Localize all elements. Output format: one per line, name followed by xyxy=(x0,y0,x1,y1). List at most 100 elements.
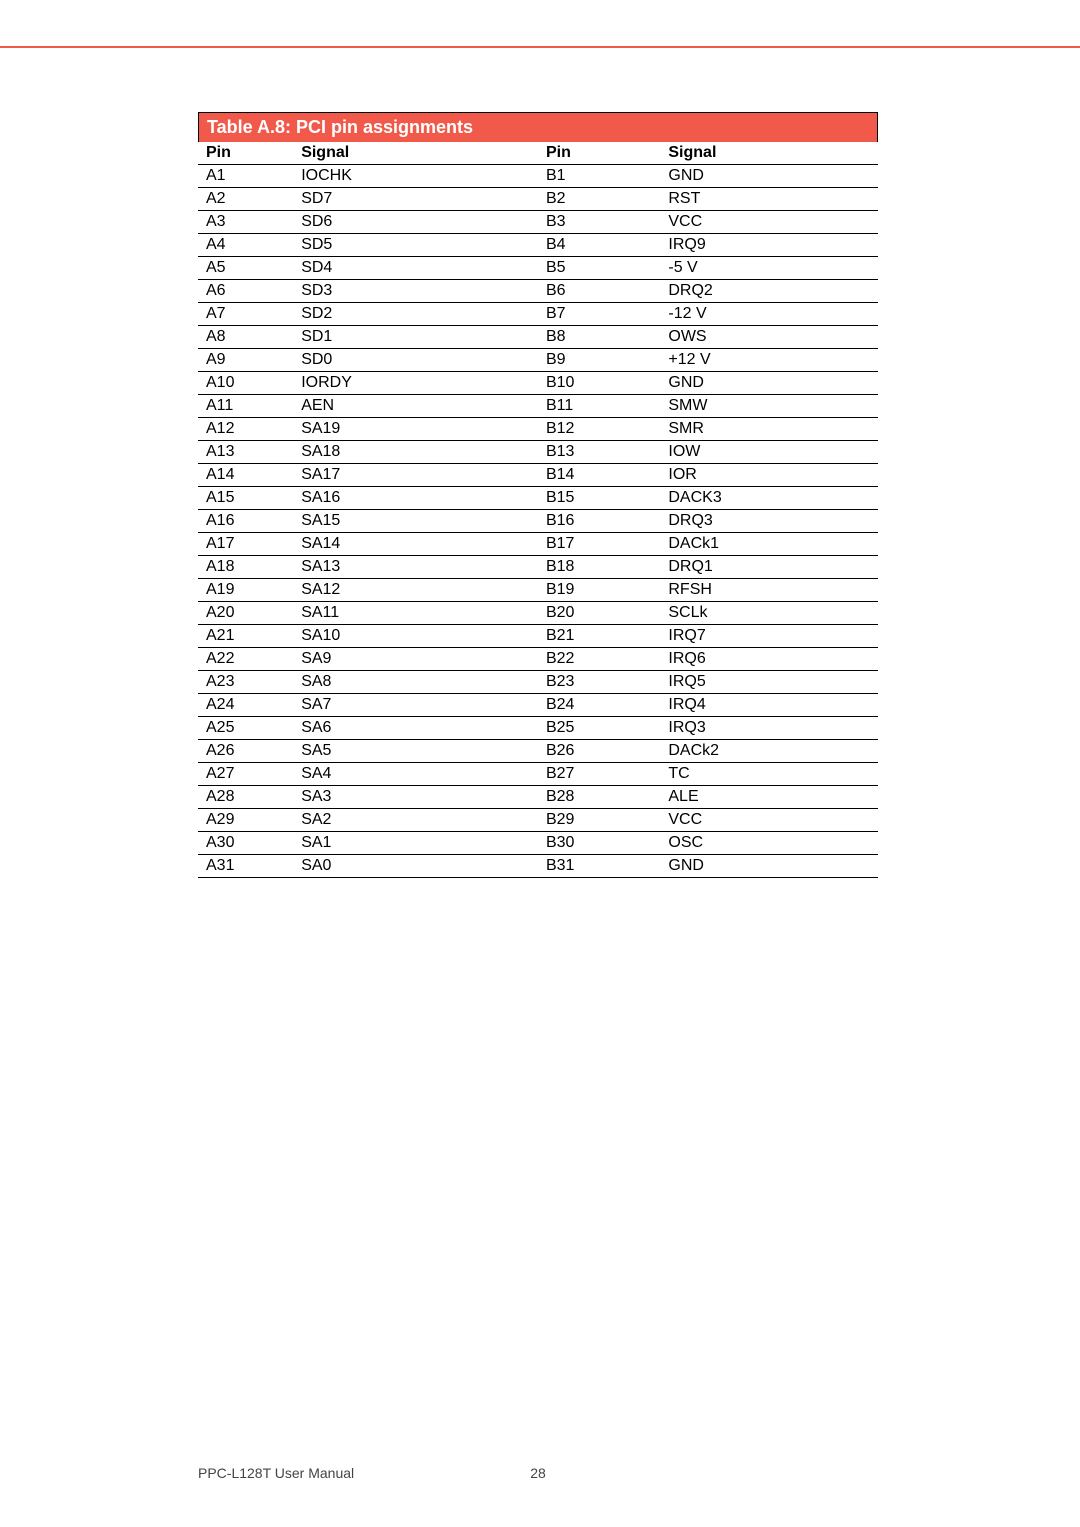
pin-assignment-table: Pin Signal Pin Signal A1IOCHKB1GNDA2SD7B… xyxy=(198,142,878,878)
table-cell: SA12 xyxy=(293,579,538,602)
table-cell: TC xyxy=(660,763,878,786)
table-cell: SA15 xyxy=(293,510,538,533)
table-cell: B7 xyxy=(538,303,660,326)
table-cell: DACK3 xyxy=(660,487,878,510)
table-cell: B1 xyxy=(538,165,660,188)
table-cell: SA4 xyxy=(293,763,538,786)
table-cell: RFSH xyxy=(660,579,878,602)
table-cell: A2 xyxy=(198,188,293,211)
table-cell: A1 xyxy=(198,165,293,188)
table-cell: SA11 xyxy=(293,602,538,625)
table-row: A30SA1B30OSC xyxy=(198,832,878,855)
table-cell: B2 xyxy=(538,188,660,211)
table-cell: IRQ3 xyxy=(660,717,878,740)
table-cell: A23 xyxy=(198,671,293,694)
table-row: A10IORDYB10GND xyxy=(198,372,878,395)
table-row: A6SD3B6DRQ2 xyxy=(198,280,878,303)
table-cell: SD3 xyxy=(293,280,538,303)
table-cell: SA2 xyxy=(293,809,538,832)
table-cell: A31 xyxy=(198,855,293,878)
table-cell: DRQ3 xyxy=(660,510,878,533)
col-header: Pin xyxy=(538,142,660,165)
table-cell: SD0 xyxy=(293,349,538,372)
table-row: A21SA10B21IRQ7 xyxy=(198,625,878,648)
table-cell: A20 xyxy=(198,602,293,625)
table-cell: B22 xyxy=(538,648,660,671)
table-row: A5SD4B5-5 V xyxy=(198,257,878,280)
table-cell: -5 V xyxy=(660,257,878,280)
table-cell: IOR xyxy=(660,464,878,487)
table-cell: A26 xyxy=(198,740,293,763)
table-cell: SA16 xyxy=(293,487,538,510)
table-row: A26SA5B26DACk2 xyxy=(198,740,878,763)
table-row: A18SA13B18DRQ1 xyxy=(198,556,878,579)
table-cell: IORDY xyxy=(293,372,538,395)
col-header: Pin xyxy=(198,142,293,165)
table-cell: SD7 xyxy=(293,188,538,211)
table-cell: A10 xyxy=(198,372,293,395)
table-cell: B17 xyxy=(538,533,660,556)
table-cell: SA10 xyxy=(293,625,538,648)
table-cell: A5 xyxy=(198,257,293,280)
table-cell: SA9 xyxy=(293,648,538,671)
table-cell: OWS xyxy=(660,326,878,349)
table-cell: B21 xyxy=(538,625,660,648)
table-cell: +12 V xyxy=(660,349,878,372)
table-row: A27SA4B27TC xyxy=(198,763,878,786)
table-row: A15SA16B15DACK3 xyxy=(198,487,878,510)
table-cell: A28 xyxy=(198,786,293,809)
table-cell: SMR xyxy=(660,418,878,441)
table-cell: A16 xyxy=(198,510,293,533)
table-cell: A9 xyxy=(198,349,293,372)
table-row: A8SD1B8OWS xyxy=(198,326,878,349)
col-header: Signal xyxy=(293,142,538,165)
table-cell: IRQ9 xyxy=(660,234,878,257)
table-cell: VCC xyxy=(660,809,878,832)
table-cell: B19 xyxy=(538,579,660,602)
table-cell: A21 xyxy=(198,625,293,648)
table-cell: SA5 xyxy=(293,740,538,763)
table-header-row: Pin Signal Pin Signal xyxy=(198,142,878,165)
table-cell: A11 xyxy=(198,395,293,418)
table-row: A9SD0B9+12 V xyxy=(198,349,878,372)
table-cell: B9 xyxy=(538,349,660,372)
table-row: A11AENB11SMW xyxy=(198,395,878,418)
table-cell: IRQ6 xyxy=(660,648,878,671)
table-row: A13SA18B13IOW xyxy=(198,441,878,464)
table-cell: SA8 xyxy=(293,671,538,694)
table-cell: A29 xyxy=(198,809,293,832)
footer-manual-name: PPC-L128T User Manual xyxy=(198,1465,354,1481)
table-cell: AEN xyxy=(293,395,538,418)
table-row: A29SA2B29VCC xyxy=(198,809,878,832)
table-cell: SMW xyxy=(660,395,878,418)
table-cell: DRQ2 xyxy=(660,280,878,303)
table-cell: DACk2 xyxy=(660,740,878,763)
table-cell: A7 xyxy=(198,303,293,326)
table-row: A1IOCHKB1GND xyxy=(198,165,878,188)
table-cell: B6 xyxy=(538,280,660,303)
table-cell: SA1 xyxy=(293,832,538,855)
table-cell: ALE xyxy=(660,786,878,809)
table-row: A22SA9B22IRQ6 xyxy=(198,648,878,671)
table-cell: B5 xyxy=(538,257,660,280)
table-cell: IRQ7 xyxy=(660,625,878,648)
table-cell: IRQ5 xyxy=(660,671,878,694)
table-cell: SD4 xyxy=(293,257,538,280)
table-cell: B28 xyxy=(538,786,660,809)
table-cell: RST xyxy=(660,188,878,211)
table-row: A19SA12B19RFSH xyxy=(198,579,878,602)
table-cell: IOCHK xyxy=(293,165,538,188)
table-cell: OSC xyxy=(660,832,878,855)
table-cell: SA14 xyxy=(293,533,538,556)
table-cell: A19 xyxy=(198,579,293,602)
table-cell: SA18 xyxy=(293,441,538,464)
table-row: A20SA11B20SCLk xyxy=(198,602,878,625)
table-cell: B8 xyxy=(538,326,660,349)
table-cell: B16 xyxy=(538,510,660,533)
table-cell: SA17 xyxy=(293,464,538,487)
table-cell: A27 xyxy=(198,763,293,786)
table-cell: SD1 xyxy=(293,326,538,349)
table-cell: SA6 xyxy=(293,717,538,740)
table-row: A14SA17B14IOR xyxy=(198,464,878,487)
table-cell: B26 xyxy=(538,740,660,763)
